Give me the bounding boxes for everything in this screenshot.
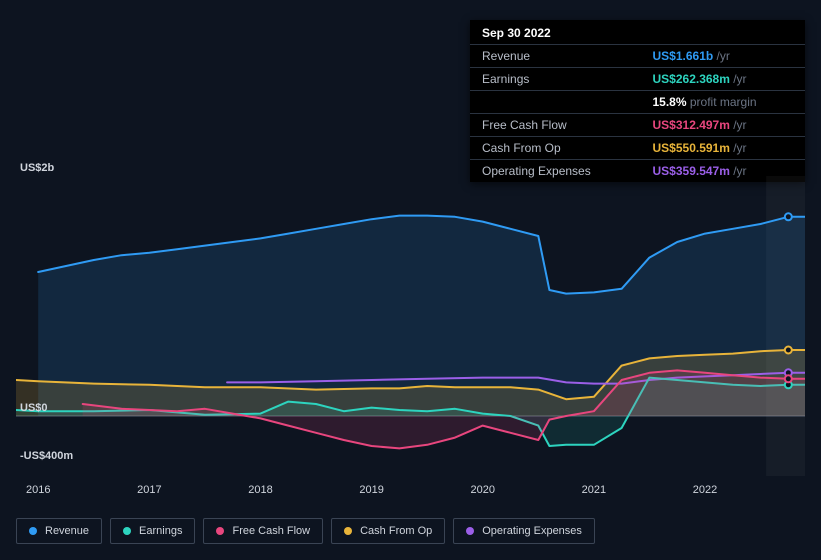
tooltip-row-value: 15.8% profit margin [641,91,806,114]
tooltip-row: RevenueUS$1.661b /yr [470,45,805,68]
legend-dot-icon [29,527,37,535]
financial-chart[interactable] [16,176,805,476]
tooltip-row-label: Revenue [470,45,641,68]
chart-legend: Revenue Earnings Free Cash Flow Cash From O… [16,518,595,544]
legend-dot-icon [344,527,352,535]
x-axis-label: 2018 [248,484,272,496]
tooltip-date: Sep 30 2022 [470,20,805,44]
legend-label: Cash From Op [360,525,432,537]
y-axis-label: US$0 [20,402,48,414]
y-axis-label: US$2b [20,162,54,174]
tooltip-row-value: US$1.661b /yr [641,45,806,68]
tooltip-row-label: Earnings [470,68,641,91]
y-axis-label: -US$400m [20,450,73,462]
legend-dot-icon [123,527,131,535]
x-axis-label: 2021 [582,484,606,496]
tooltip-row-value: US$262.368m /yr [641,68,806,91]
x-axis: 2016 2017 2018 2019 2020 2021 2022 [16,484,805,504]
tooltip-row: Cash From OpUS$550.591m /yr [470,137,805,160]
legend-item-earnings[interactable]: Earnings [110,518,195,544]
x-axis-label: 2016 [26,484,50,496]
x-axis-label: 2020 [470,484,494,496]
legend-dot-icon [216,527,224,535]
tooltip-row-label [470,91,641,114]
x-axis-label: 2019 [359,484,383,496]
x-axis-label: 2022 [693,484,717,496]
legend-item-operating-expenses[interactable]: Operating Expenses [453,518,595,544]
legend-label: Earnings [139,525,182,537]
legend-label: Free Cash Flow [232,525,310,537]
tooltip-row: 15.8% profit margin [470,91,805,114]
legend-dot-icon [466,527,474,535]
legend-label: Revenue [45,525,89,537]
tooltip-row-value: US$550.591m /yr [641,137,806,160]
tooltip-row: EarningsUS$262.368m /yr [470,68,805,91]
tooltip-table: RevenueUS$1.661b /yrEarningsUS$262.368m … [470,44,805,182]
legend-item-revenue[interactable]: Revenue [16,518,102,544]
tooltip-row-label: Cash From Op [470,137,641,160]
tooltip-row: Free Cash FlowUS$312.497m /yr [470,114,805,137]
tooltip-row-value: US$312.497m /yr [641,114,806,137]
legend-label: Operating Expenses [482,525,582,537]
chart-tooltip: Sep 30 2022 RevenueUS$1.661b /yrEarnings… [470,20,805,182]
legend-item-free-cash-flow[interactable]: Free Cash Flow [203,518,323,544]
legend-item-cash-from-op[interactable]: Cash From Op [331,518,445,544]
x-axis-label: 2017 [137,484,161,496]
tooltip-row-label: Free Cash Flow [470,114,641,137]
